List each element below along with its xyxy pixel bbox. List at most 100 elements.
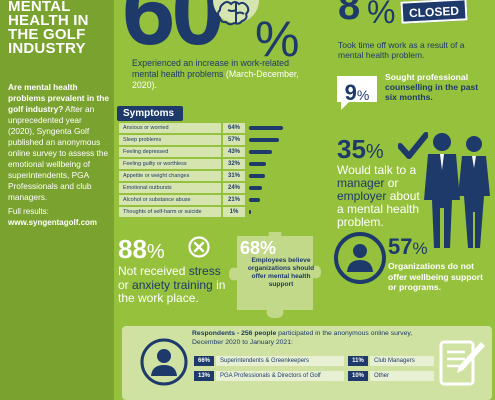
- stat-88-text-1: Not received: [118, 264, 189, 278]
- stat-35-manager: manager: [337, 176, 385, 190]
- respondent-icon: [140, 338, 188, 386]
- stat-9-text-b: counselling in the past six months.: [385, 82, 479, 102]
- closed-sign: CLOSED: [400, 0, 468, 24]
- symptom-value: 64%: [223, 123, 245, 133]
- symptoms-title: Symptoms: [117, 106, 183, 121]
- cross-icon: [188, 236, 210, 258]
- symptom-row: Anxious or worried 64%: [119, 123, 289, 134]
- results-link[interactable]: www.syngentagolf.com: [8, 218, 98, 227]
- respondent-label: PGA Professionals & Directors of Golf: [216, 371, 344, 381]
- stat-60-caption: Experienced an increase in work-related …: [132, 58, 302, 91]
- symptom-row: Emotional outbursts 24%: [119, 183, 289, 194]
- stat-88-percent: %: [146, 241, 165, 263]
- intro-text: Are mental health problems prevalent in …: [8, 82, 110, 203]
- symptom-bar: [249, 162, 266, 166]
- symptom-label: Emotional outbursts: [119, 183, 221, 193]
- respondent-row: 11% Club Managers: [348, 356, 434, 366]
- symptom-label: Alcohol or substance abuse: [119, 195, 221, 205]
- symptom-bar: [249, 174, 266, 178]
- respondent-row: 10% Other: [348, 371, 434, 381]
- stat-9-text-a: Sought professional: [385, 72, 469, 82]
- symptom-value: 32%: [223, 159, 245, 169]
- symptom-value: 31%: [223, 171, 245, 181]
- symptom-bar: [249, 138, 280, 142]
- symptom-bar: [249, 150, 272, 154]
- stat-88-value: 88%: [118, 236, 165, 265]
- stat-57-caption: Organizations do not offer wellbeing sup…: [388, 261, 484, 292]
- survey-form-icon: [439, 340, 485, 386]
- stat-35-text-1: Would talk to a: [337, 163, 417, 177]
- respondent-label: Other: [370, 371, 434, 381]
- symptom-row: Appetite or weight changes 31%: [119, 171, 289, 182]
- left-column: [0, 0, 114, 400]
- symptom-label: Sleep problems: [119, 135, 221, 145]
- stat-8-caption: Took time off work as a result of a ment…: [338, 40, 465, 60]
- symptom-label: Feeling guilty or worthless: [119, 159, 221, 169]
- symptom-bar-track: [249, 126, 285, 130]
- symptom-row: Feeling depressed 43%: [119, 147, 289, 158]
- respondent-row: 13% PGA Professionals & Directors of Golf: [194, 371, 344, 381]
- brain-icon: [213, 0, 259, 26]
- symptom-label: Thoughts of self-harm or suicide: [119, 207, 221, 217]
- symptom-row: Thoughts of self-harm or suicide 1%: [119, 207, 289, 218]
- symptom-bar-track: [249, 138, 285, 142]
- stat-68-number: 68%: [240, 238, 277, 258]
- stat-9-value: 9%: [333, 80, 381, 106]
- stat-68-caption: Employees believe organizations should o…: [247, 257, 315, 288]
- stat-57-percent: %: [412, 239, 428, 258]
- stat-60-number: 60: [122, 0, 225, 65]
- stat-9-caption: Sought professional counselling in the p…: [385, 72, 485, 102]
- symptom-row: Feeling guilty or worthless 32%: [119, 159, 289, 170]
- checkmark-icon: [398, 132, 428, 159]
- stat-88-anxiety: anxiety training: [132, 277, 213, 292]
- respondents-count: Respondents - 256 people: [192, 330, 277, 337]
- respondent-percent: 10%: [348, 371, 368, 381]
- stat-88-caption: Not received stress or anxiety training …: [118, 264, 233, 306]
- symptom-bar: [249, 186, 262, 190]
- full-results-label: Full results:: [8, 207, 49, 216]
- full-results: Full results: www.syngentagolf.com: [8, 206, 112, 228]
- respondent-row: 66% Superintendents & Greenkeepers: [194, 356, 344, 366]
- respondents-intro: Respondents - 256 people participated in…: [192, 330, 432, 347]
- respondent-percent: 11%: [348, 356, 368, 366]
- stat-8-percent: %: [367, 0, 396, 30]
- symptom-value: 1%: [223, 207, 245, 217]
- symptom-value: 57%: [223, 135, 245, 145]
- stat-60-percent: %: [255, 11, 300, 67]
- symptom-row: Sleep problems 57%: [119, 135, 289, 146]
- headline: MENTAL HEALTH IN THE GOLF INDUSTRY: [8, 0, 89, 57]
- stat-88-number: 88: [118, 234, 147, 264]
- respondent-label: Superintendents & Greenkeepers: [216, 356, 344, 366]
- stat-57-value: 57%: [388, 236, 428, 260]
- symptom-value: 43%: [223, 147, 245, 157]
- symptom-value: 24%: [223, 183, 245, 193]
- symptom-bar-track: [249, 186, 285, 190]
- symptom-label: Feeling depressed: [119, 147, 221, 157]
- respondents-description: participated in the anonymous online sur…: [192, 330, 413, 346]
- stat-35-employer: employer: [337, 189, 387, 203]
- symptom-bar: [249, 126, 283, 130]
- stat-88-text-3: in the work place.: [118, 277, 226, 305]
- respondent-percent: 13%: [194, 371, 214, 381]
- symptom-bar: [249, 210, 251, 214]
- stat-35-text-3: about a mental health problem.: [337, 189, 420, 229]
- symptom-bar-track: [249, 174, 285, 178]
- symptom-value: 21%: [223, 195, 245, 205]
- intro-question: Are mental health problems prevalent in …: [8, 82, 109, 114]
- intro-body: After an unprecedented year (2020), Syng…: [8, 104, 109, 202]
- stat-9-number: 9: [344, 80, 357, 105]
- stat-88-stress: stress: [188, 264, 221, 278]
- stat-8-number: 8: [338, 0, 361, 28]
- respondent-label: Club Managers: [370, 356, 434, 366]
- business-people-icon: [424, 133, 490, 248]
- stat-57-number: 57: [388, 234, 413, 259]
- puzzle-icon: [229, 232, 321, 318]
- symptom-bar-track: [249, 198, 285, 202]
- stat-60-text: Experienced an increase in work-related …: [132, 58, 289, 79]
- stat-35-text-2: or: [384, 176, 399, 190]
- symptom-bar-track: [249, 210, 285, 214]
- symptom-bar: [249, 198, 261, 202]
- stat-35-number: 35: [337, 134, 366, 164]
- symptom-bar-track: [249, 162, 285, 166]
- speech-bubble-icon: [337, 76, 377, 110]
